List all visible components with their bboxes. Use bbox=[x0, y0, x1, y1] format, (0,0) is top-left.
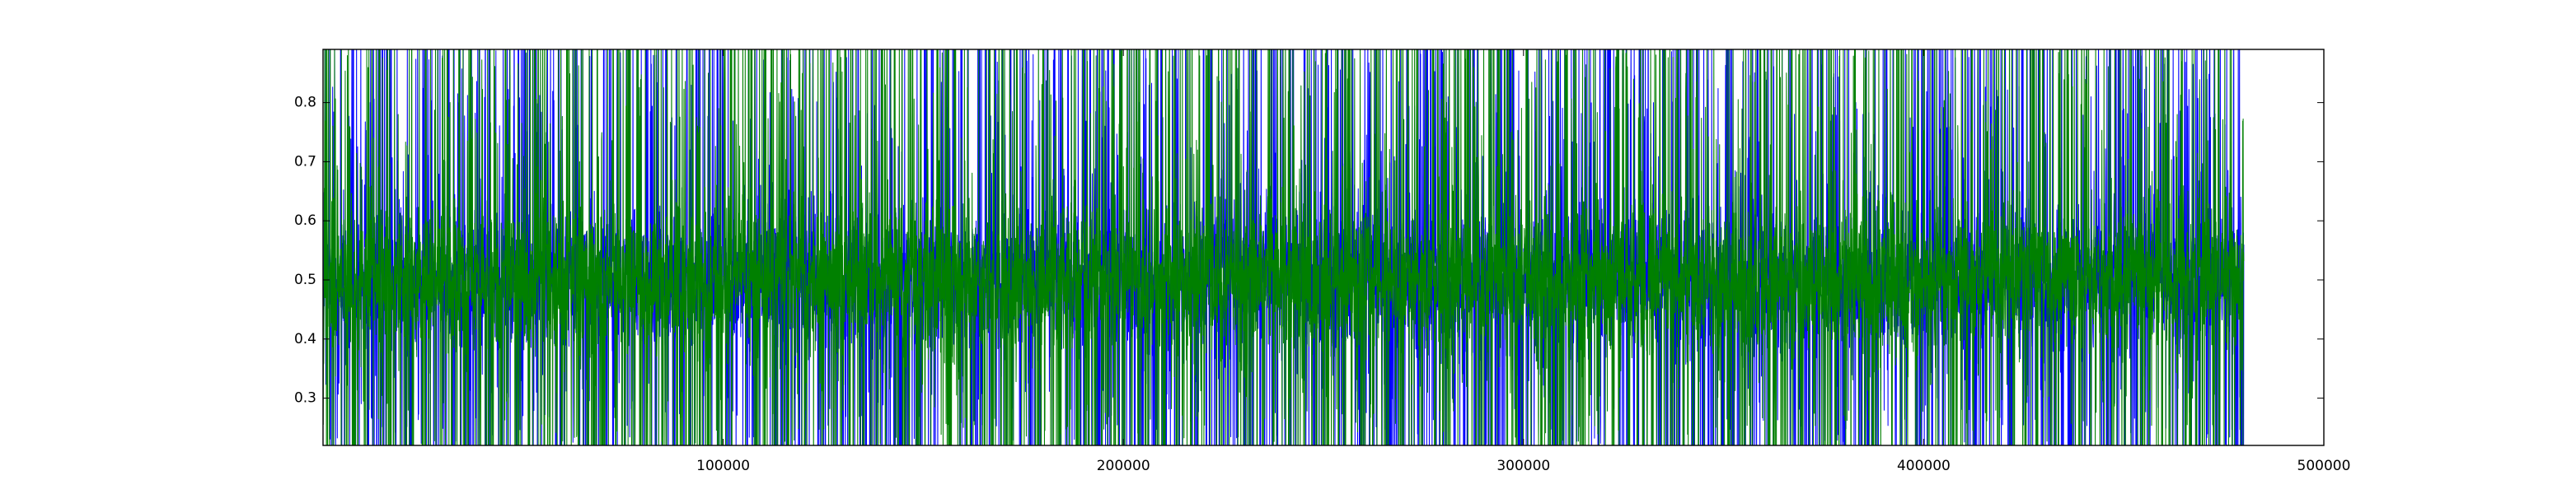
x-tick-label: 500000 bbox=[2297, 458, 2351, 474]
x-tick-label: 100000 bbox=[696, 458, 750, 474]
y-tick-label: 0.4 bbox=[294, 331, 316, 347]
y-tick-label: 0.6 bbox=[294, 212, 316, 229]
series-layer bbox=[323, 49, 2245, 445]
y-axis: 0.3 0.4 0.5 0.6 0.7 0.8 bbox=[294, 95, 2324, 407]
x-tick-label: 400000 bbox=[1897, 458, 1951, 474]
x-tick-label: 300000 bbox=[1496, 458, 1550, 474]
x-axis: 100000 200000 300000 400000 500000 bbox=[696, 49, 2350, 474]
series-line-green bbox=[323, 49, 2245, 445]
y-tick-label: 0.3 bbox=[294, 390, 316, 407]
y-tick-label: 0.7 bbox=[294, 153, 316, 170]
plot-frame bbox=[322, 49, 2325, 446]
y-tick-label: 0.5 bbox=[294, 272, 316, 288]
y-tick-label: 0.8 bbox=[294, 95, 316, 111]
x-tick-label: 200000 bbox=[1097, 458, 1150, 474]
